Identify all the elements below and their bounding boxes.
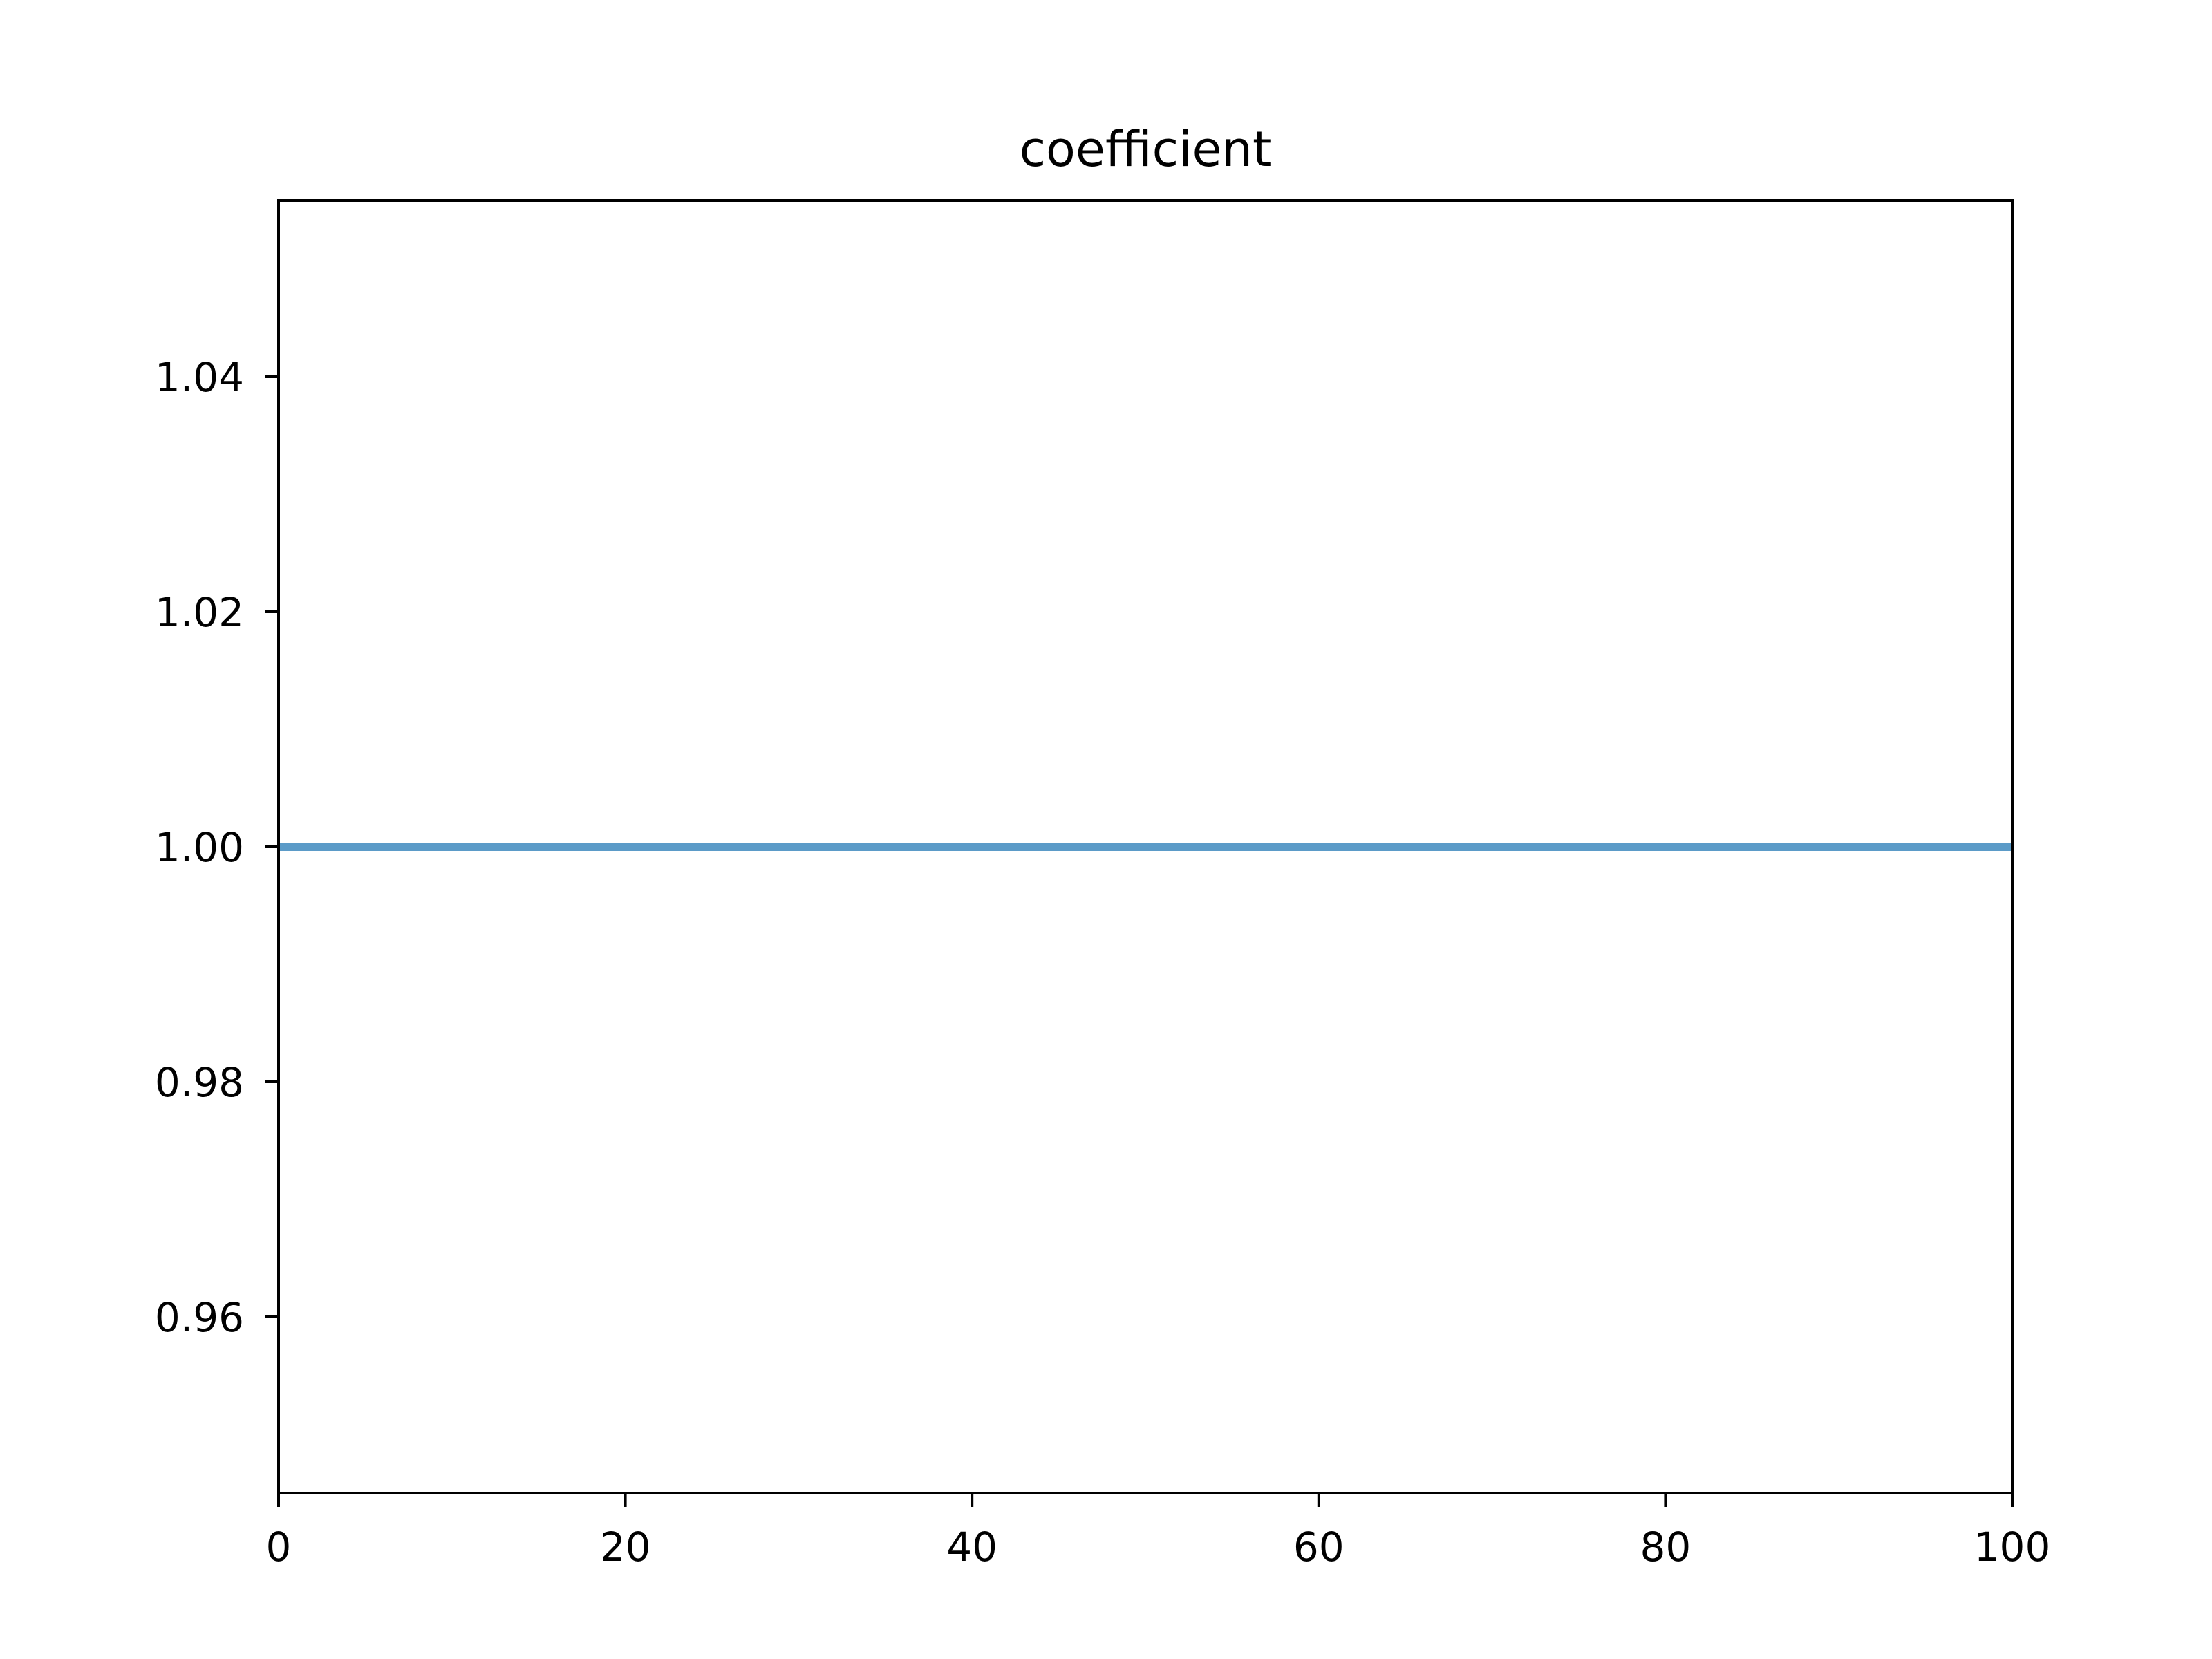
- x-tick-label: 60: [1293, 1524, 1344, 1571]
- x-tick-label: 0: [266, 1524, 292, 1571]
- x-tick-label: 80: [1640, 1524, 1691, 1571]
- y-tick-label: 1.04: [155, 354, 244, 401]
- y-tick-label: 1.02: [155, 589, 244, 636]
- y-tick-label: 0.98: [155, 1059, 244, 1106]
- y-tick-label: 1.00: [155, 824, 244, 871]
- chart-title: coefficient: [1020, 121, 1272, 178]
- x-tick-label: 40: [946, 1524, 997, 1571]
- y-axis: 0.96 0.98 1.00 1.02 1.04: [155, 354, 279, 1341]
- x-axis: 0 20 40 60 80 100: [266, 1493, 2051, 1571]
- x-tick-label: 100: [1974, 1524, 2051, 1571]
- x-tick-label: 20: [600, 1524, 651, 1571]
- y-tick-label: 0.96: [155, 1294, 244, 1341]
